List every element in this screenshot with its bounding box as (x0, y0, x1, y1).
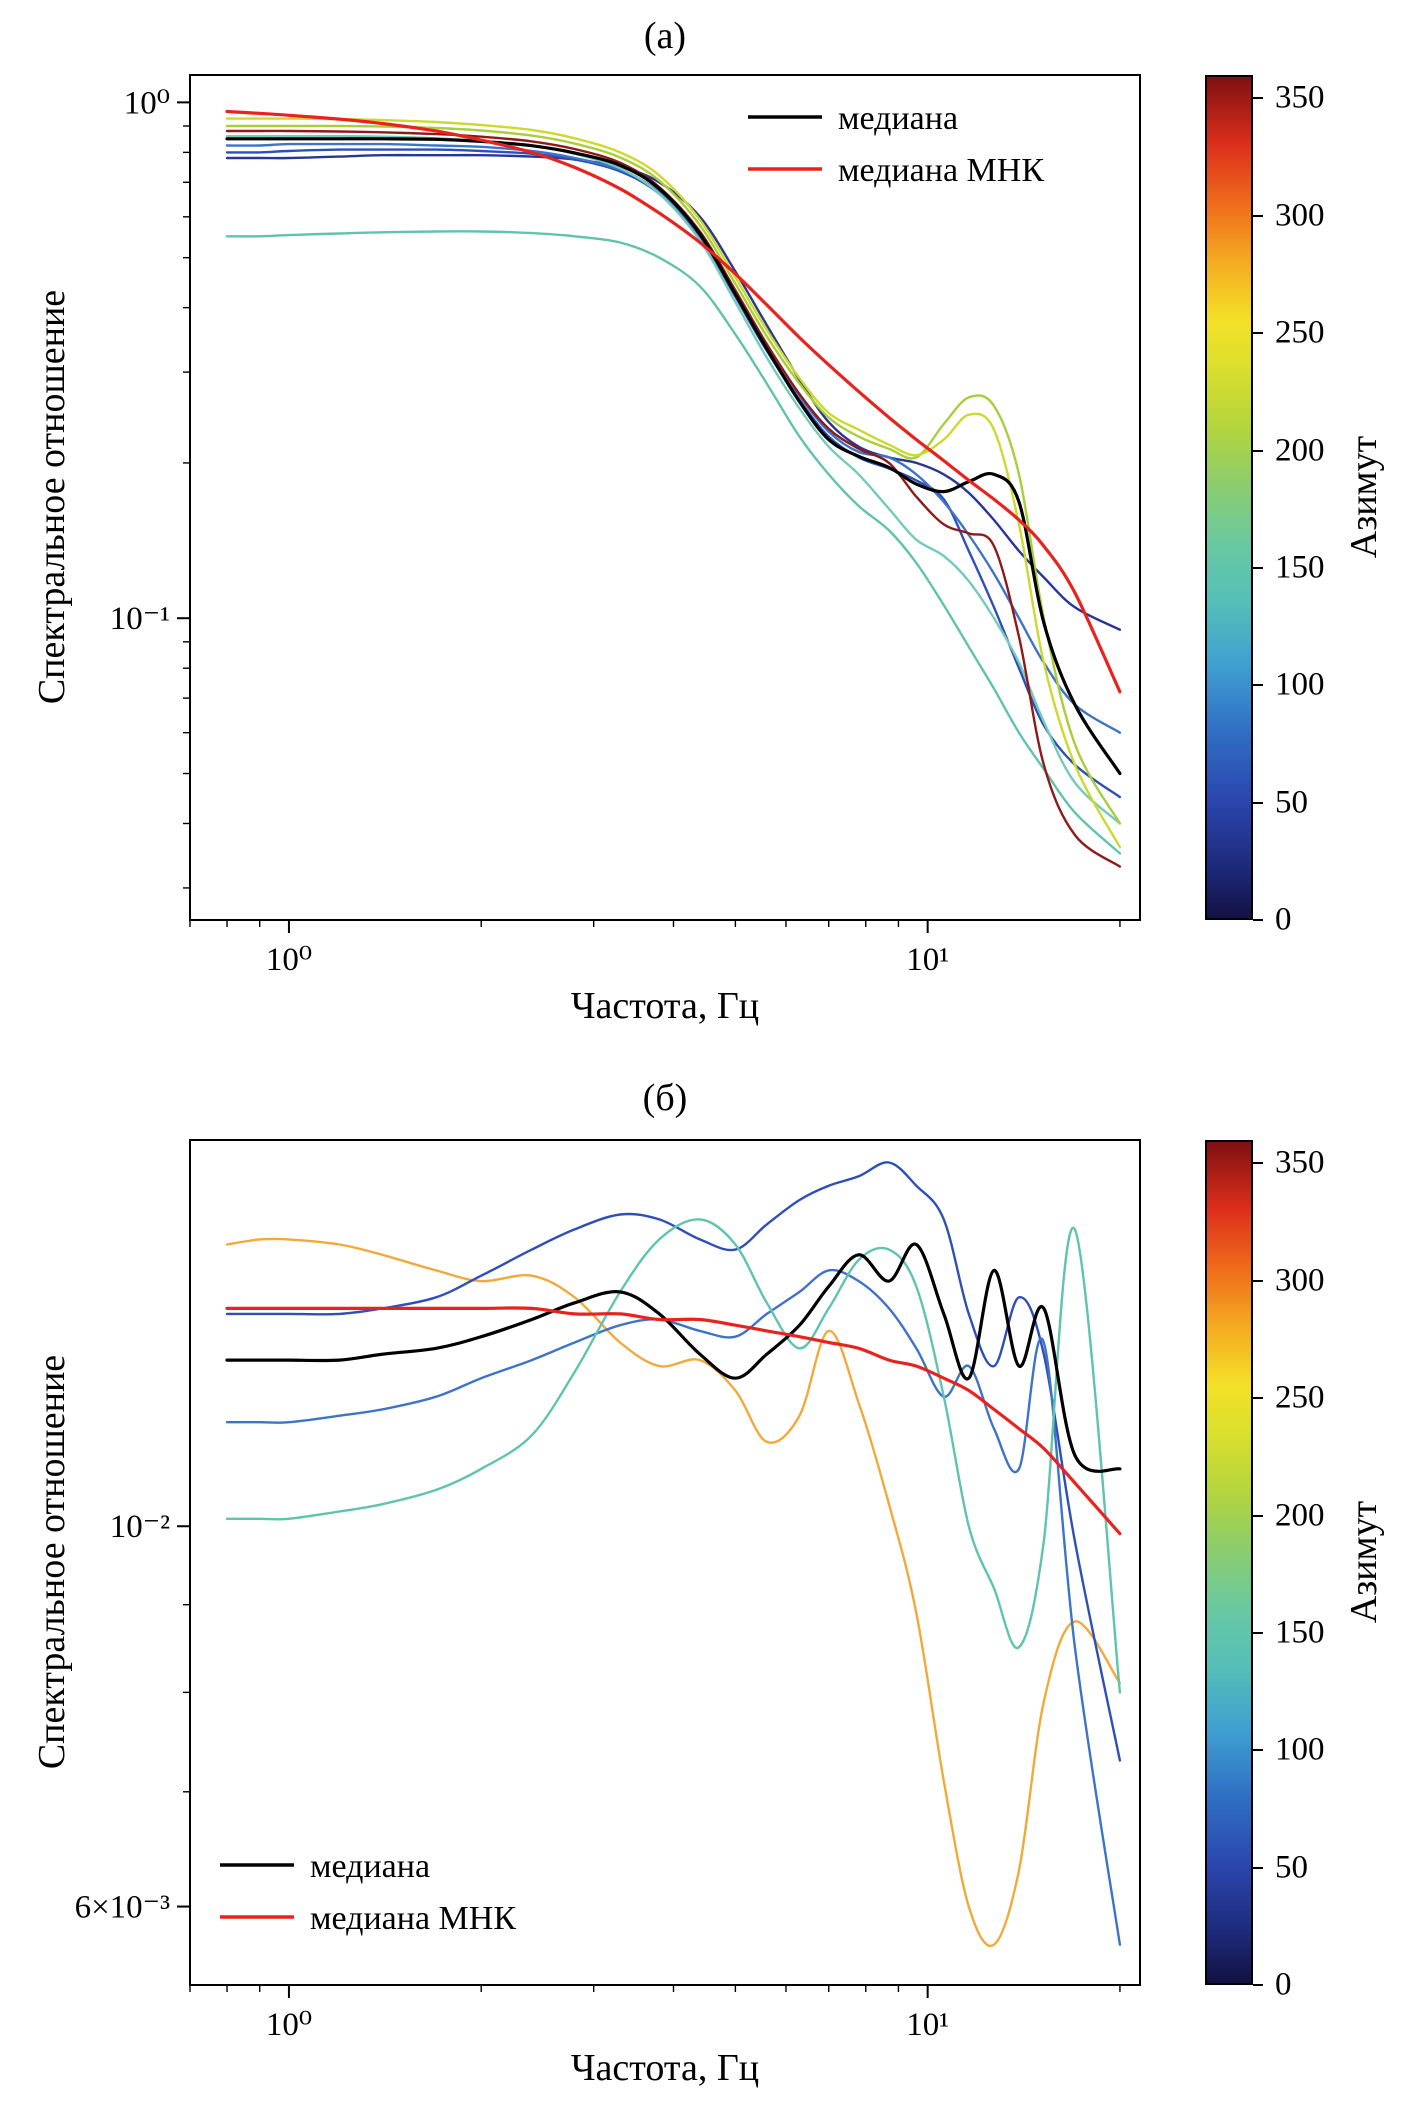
colorbar: 0 50 100 150 200 250 300 350 (1205, 1140, 1325, 2003)
colorbar-gradient (1205, 1140, 1253, 1985)
colorbar-tick (1253, 1749, 1263, 1752)
colorbar-tick-label: 300 (1275, 1262, 1325, 1299)
colorbar-tick-label: 250 (1275, 1379, 1325, 1416)
x-tick-label: 10⁰ (266, 942, 312, 978)
colorbar-tick (1253, 1984, 1263, 1986)
y-tick-label: 10⁻² (110, 1509, 170, 1545)
colorbar-tick (1253, 449, 1263, 452)
colorbar-tick (1253, 684, 1263, 687)
colorbar-tick (1253, 332, 1263, 335)
colorbar-tick-label: 350 (1275, 1144, 1325, 1181)
legend-label: медиана МНК (310, 1900, 516, 1937)
colorbar-tick-label: 200 (1275, 432, 1325, 469)
series-azimuth-175 (225, 134, 1122, 825)
colorbar-tick-label: 50 (1275, 1849, 1308, 1886)
plot-frame (189, 1139, 1141, 1986)
colorbar-tick-label: 0 (1275, 1966, 1292, 2003)
colorbar-gradient (1205, 75, 1253, 920)
y-tick-label: 10⁰ (124, 85, 170, 121)
colorbar-tick-label: 100 (1275, 666, 1325, 703)
legend-label: медиана (838, 100, 958, 137)
colorbar-tick (1253, 1397, 1263, 1400)
panel-b-ylabel: Спектральное отношение (31, 1354, 73, 1770)
colorbar-tick (1253, 1514, 1263, 1517)
y-tick-label: 6×10⁻³ (75, 1890, 171, 1926)
series-медиана МНК (225, 1306, 1122, 1536)
x-tick-label: 10¹ (906, 2007, 949, 2043)
colorbar-tick (1253, 801, 1263, 804)
legend-label: медиана (310, 1848, 430, 1885)
colorbar-tick (1253, 1279, 1263, 1282)
series-azimuth-100 (225, 1268, 1122, 1946)
colorbar-tick-label: 100 (1275, 1731, 1325, 1768)
series-azimuth-150 (225, 1218, 1122, 1694)
panel-b-plot: 10⁰ 10¹ 10⁻² 6×10⁻³ медиана медиана МНК (75, 1139, 1141, 2043)
series-azimuth-150 (225, 230, 1122, 855)
colorbar-tick-label: 200 (1275, 1497, 1325, 1534)
colorbar-tick (1253, 566, 1263, 569)
colorbar-tick-label: 150 (1275, 549, 1325, 586)
colorbar-tick (1253, 1631, 1263, 1634)
colorbar-label: Азимут (1343, 435, 1385, 559)
colorbar-tick-label: 0 (1275, 901, 1292, 938)
panel-b-xlabel: Частота, Гц (570, 2047, 760, 2089)
colorbar-tick-label: 300 (1275, 197, 1325, 234)
panel-a-title: (а) (643, 15, 687, 57)
colorbar-tick (1253, 1162, 1263, 1165)
colorbar-tick-label: 250 (1275, 314, 1325, 351)
series-azimuth-50 (225, 1161, 1122, 1762)
colorbar-tick (1253, 97, 1263, 100)
y-tick-label: 10⁻¹ (110, 601, 170, 637)
series-azimuth-350 (225, 129, 1122, 868)
plot-frame (189, 74, 1141, 921)
series-медиана (225, 1242, 1122, 1473)
colorbar-tick-label: 150 (1275, 1614, 1325, 1651)
series-медиана МНК (225, 109, 1122, 694)
colorbar-tick (1253, 1866, 1263, 1869)
panel-a-ylabel: Спектральное отношение (31, 289, 73, 705)
colorbar: 0 50 100 150 200 250 300 350 (1205, 75, 1325, 938)
legend-label: медиана МНК (838, 152, 1044, 189)
colorbar-tick (1253, 214, 1263, 217)
panel-a-xlabel: Частота, Гц (570, 985, 760, 1027)
colorbar-label: Азимут (1343, 1500, 1385, 1624)
x-tick-label: 10¹ (906, 942, 949, 978)
series-azimuth-215 (225, 117, 1122, 849)
series-azimuth-250 (225, 1237, 1122, 1948)
series-azimuth-0 (225, 153, 1122, 631)
series-медиана (225, 137, 1122, 776)
colorbar-tick-label: 350 (1275, 79, 1325, 116)
panel-a-plot: 10⁰ 10¹ 10⁰ 10⁻¹ медиана медиана МНК (110, 74, 1141, 978)
panel-b-title: (б) (642, 1077, 688, 1119)
colorbar-tick-label: 50 (1275, 784, 1308, 821)
colorbar-tick (1253, 919, 1263, 921)
x-tick-label: 10⁰ (266, 2007, 312, 2043)
